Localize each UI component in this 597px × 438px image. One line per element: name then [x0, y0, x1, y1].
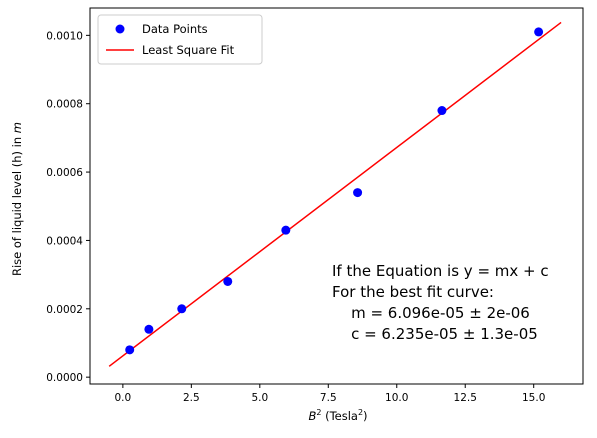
y-tick-label: 0.0002 [46, 304, 83, 316]
y-tick-label: 0.0010 [46, 30, 83, 42]
x-tick-label: 10.0 [385, 392, 408, 404]
x-tick-label: 0.0 [115, 392, 132, 404]
x-axis-label-unit-close: ) [363, 409, 368, 423]
x-axis-label-base: B [308, 409, 316, 423]
x-axis-label-exp: 2 [316, 408, 321, 417]
x-tick-label: 2.5 [183, 392, 200, 404]
x-axis-label-unit-exp: 2 [358, 408, 363, 417]
x-tick-label: 15.0 [522, 392, 545, 404]
data-point [125, 345, 135, 355]
data-point [177, 304, 187, 314]
data-point [437, 106, 447, 116]
y-tick-label: 0.0004 [46, 235, 83, 247]
legend-fit-line-label: Least Square Fit [142, 43, 235, 57]
data-points-layer [125, 27, 544, 355]
annotation-line-2: For the best fit curve: [332, 283, 494, 301]
y-tick-label: 0.0000 [46, 372, 83, 384]
fit-annotation: If the Equation is y = mx + c For the be… [332, 262, 549, 343]
data-point [353, 188, 363, 198]
legend-box [97, 14, 263, 65]
x-tick-label: 7.5 [320, 392, 337, 404]
y-tick-label: 0.0008 [46, 99, 83, 111]
y-tick-label: 0.0006 [46, 167, 83, 179]
data-point [281, 225, 291, 235]
legend: Data Points Least Square Fit [97, 14, 263, 65]
data-point [534, 27, 544, 37]
legend-data-points-marker [115, 24, 125, 34]
plot-frame [89, 7, 584, 385]
y-axis-label-text: Rise of liquid level (h) in [10, 133, 24, 276]
annotation-line-4: c = 6.235e-05 ± 1.3e-05 [332, 325, 538, 343]
ticks-layer: 0.0 2.5 5.0 7.5 10.0 12.5 15.0 0.0000 0.0002 0.00… [46, 30, 545, 404]
x-tick-label: 12.5 [454, 392, 477, 404]
legend-data-points-label: Data Points [142, 22, 208, 36]
x-tick-label: 5.0 [251, 392, 268, 404]
x-axis-label: B2 (Tesla2) [308, 408, 367, 423]
data-point [223, 276, 233, 286]
y-axis-label: Rise of liquid level (h) in m [10, 122, 24, 276]
annotation-line-3: m = 6.096e-05 ± 2e-06 [332, 304, 530, 322]
annotation-line-1: If the Equation is y = mx + c [332, 262, 549, 280]
y-axis-label-unit: m [10, 122, 24, 133]
x-axis-label-unit: (Tesla [321, 409, 358, 423]
data-point [144, 324, 154, 334]
